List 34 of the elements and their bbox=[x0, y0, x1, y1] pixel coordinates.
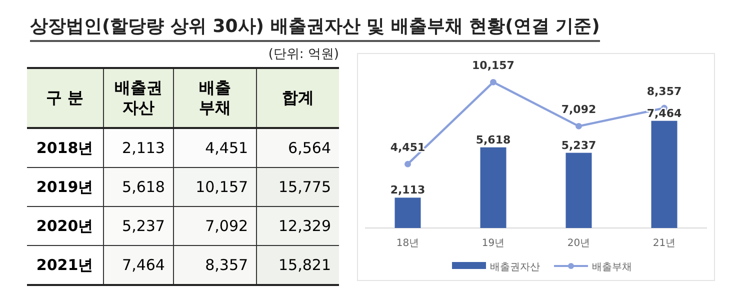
data-label: 2,113 bbox=[390, 184, 426, 197]
data-label: 10,157 bbox=[472, 59, 514, 72]
data-label: 7,464 bbox=[646, 106, 682, 120]
y-tick-label: 2021년 bbox=[27, 246, 104, 285]
chart-subtitle: (단위: 억원) bbox=[267, 46, 339, 63]
data-label: 8,357 bbox=[646, 85, 682, 98]
data-label: 15,821 bbox=[256, 246, 339, 285]
legend-label: 배출부채 bbox=[592, 262, 632, 273]
data-label: 15,775 bbox=[256, 168, 339, 206]
data-label: 5,237 bbox=[103, 206, 174, 246]
data-label: 8,357 bbox=[173, 246, 257, 285]
legend-label: 배출권자산 bbox=[490, 262, 540, 273]
data-label: 10,157 bbox=[173, 168, 257, 206]
data-label: 5,618 bbox=[476, 133, 511, 146]
x-tick-label: 배출권 자산 bbox=[103, 68, 174, 128]
data-label: 4,451 bbox=[173, 128, 257, 168]
data-label: 7,464 bbox=[103, 246, 174, 285]
data-label: 4,451 bbox=[390, 141, 426, 154]
data-label: 6,564 bbox=[256, 128, 339, 168]
y-tick-label: 2019년 bbox=[27, 168, 104, 206]
x-tick-label: 18년 bbox=[396, 238, 420, 249]
data-label: 12,329 bbox=[256, 206, 339, 246]
data-label: 7,092 bbox=[561, 103, 596, 116]
y-tick-label: 2020년 bbox=[27, 206, 104, 246]
x-tick-label: 19년 bbox=[482, 238, 505, 249]
data-label: 5,618 bbox=[103, 168, 174, 206]
y-tick-label: 2018년 bbox=[27, 128, 104, 168]
x-tick-label: 21년 bbox=[652, 238, 676, 249]
data-label: 5,237 bbox=[561, 138, 596, 152]
data-label: 7,092 bbox=[173, 206, 257, 246]
x-tick-label: 배출 부채 bbox=[173, 68, 257, 128]
data-label: 2,113 bbox=[103, 128, 174, 168]
x-tick-label: 20년 bbox=[567, 238, 590, 249]
chart-title: 상장법인(할당량 상위 30사) 배출권자산 및 배출부채 현황(연결 기준) bbox=[30, 14, 600, 42]
